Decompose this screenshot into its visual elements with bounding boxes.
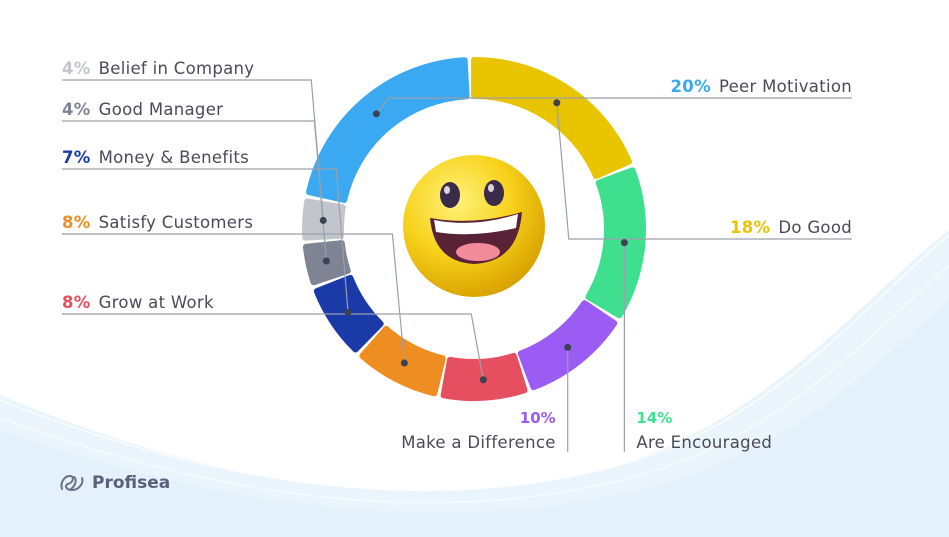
slice-value: 4% bbox=[62, 59, 91, 78]
slice-value: 8% bbox=[62, 293, 91, 312]
slice-value: 18% bbox=[729, 218, 771, 237]
leader-line-money-benefits bbox=[62, 168, 349, 313]
slice-label-peer-motivation: 20% Peer Motivation bbox=[671, 77, 852, 96]
slice-name: Peer Motivation bbox=[718, 77, 852, 96]
donut-slice-peer-motivation bbox=[306, 57, 470, 203]
leader-dot-are-encouraged bbox=[620, 239, 628, 247]
donut-slice-are-encouraged bbox=[585, 167, 646, 319]
donut-slice-do-good bbox=[471, 57, 632, 179]
leader-dot-money-benefits bbox=[344, 308, 352, 316]
leader-dot-do-good bbox=[553, 99, 561, 107]
slice-value: 4% bbox=[62, 100, 91, 119]
slice-label-satisfy-customers: 8% Satisfy Customers bbox=[62, 213, 253, 232]
brand-logo: Profisea bbox=[58, 473, 170, 493]
slice-value: 7% bbox=[62, 148, 91, 167]
leader-line-satisfy-customers bbox=[62, 233, 405, 364]
leader-dot-make-a-difference bbox=[564, 343, 572, 351]
brand-name: Profisea bbox=[92, 473, 171, 493]
leader-line-do-good bbox=[556, 102, 852, 240]
slice-name: Satisfy Customers bbox=[98, 213, 254, 232]
leader-dot-belief-in-company bbox=[319, 216, 327, 224]
slice-value-are-encouraged: 14% bbox=[636, 409, 673, 427]
slice-value: 8% bbox=[62, 213, 91, 232]
slice-name: Grow at Work bbox=[98, 293, 214, 312]
slice-name: Do Good bbox=[778, 218, 852, 237]
profisea-logo-icon bbox=[60, 474, 84, 492]
slice-value-make-a-difference: 10% bbox=[519, 409, 556, 427]
grinning-face-icon bbox=[403, 155, 545, 297]
leader-dot-satisfy-customers bbox=[400, 359, 408, 367]
slice-value: 20% bbox=[670, 77, 711, 96]
slice-name: Belief in Company bbox=[98, 59, 255, 78]
slice-name: Good Manager bbox=[98, 100, 224, 119]
slice-name: Money & Benefits bbox=[98, 148, 250, 167]
leader-line-peer-motivation bbox=[375, 97, 852, 115]
slice-name-make-a-difference: Make a Difference bbox=[401, 433, 556, 452]
leader-dot-peer-motivation bbox=[372, 110, 380, 118]
slice-name-are-encouraged: Are Encouraged bbox=[636, 433, 773, 452]
leader-dot-good-manager bbox=[322, 257, 330, 265]
leader-dot-grow-at-work bbox=[479, 376, 487, 384]
slice-label-grow-at-work: 8% Grow at Work bbox=[62, 293, 214, 312]
leader-line-good-manager bbox=[62, 120, 328, 262]
slice-label-money-benefits: 7% Money & Benefits bbox=[62, 148, 249, 167]
leader-line-grow-at-work bbox=[62, 313, 484, 380]
slice-label-belief-in-company: 4% Belief in Company bbox=[62, 59, 254, 78]
slice-label-do-good: 18% Do Good bbox=[730, 218, 852, 237]
slice-label-good-manager: 4% Good Manager bbox=[62, 100, 223, 119]
